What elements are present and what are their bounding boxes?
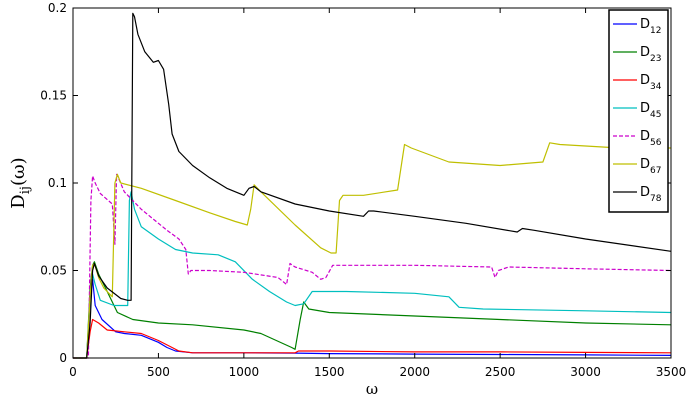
legend-label-d45: D45 [640, 101, 661, 120]
series-line-d34 [73, 318, 672, 359]
legend-box [608, 9, 669, 213]
y-tick-label: 0.1 [48, 176, 67, 190]
series-line-d56 [73, 173, 672, 359]
legend-label-d23: D23 [640, 45, 661, 64]
plot-area [73, 8, 671, 358]
series-line-d23 [73, 261, 672, 359]
ticks-layer [72, 7, 672, 359]
legend-label-d78: D78 [640, 185, 662, 204]
x-tick-label: 2500 [485, 365, 516, 379]
y-tick-label: 0 [59, 351, 67, 365]
y-tick-label: 0.05 [40, 264, 67, 278]
legend-label-d56: D56 [640, 129, 662, 148]
legend: D12 D23 D34 D45 D56 D67 D78 [608, 9, 669, 213]
series-line-d45 [73, 191, 672, 359]
series-layer [73, 12, 672, 359]
x-tick-label: 0 [69, 365, 77, 379]
x-axis-label: ω [366, 380, 378, 396]
series-line-d12 [73, 278, 672, 359]
tick-labels-layer: 0 500 1000 1500 2000 2500 3000 3500 0 0.05 0.1 0.15… [40, 1, 686, 379]
y-tick-label: 0.2 [48, 1, 67, 15]
legend-label-d34: D34 [640, 73, 662, 92]
x-tick-label: 1500 [314, 365, 345, 379]
legend-label-d12: D12 [640, 17, 661, 36]
x-tick-label: 1000 [229, 365, 260, 379]
x-tick-label: 3000 [570, 365, 601, 379]
x-tick-label: 500 [147, 365, 170, 379]
y-tick-label: 0.15 [40, 89, 67, 103]
x-tick-label: 3500 [656, 365, 687, 379]
legend-label-d67: D67 [640, 157, 661, 176]
x-tick-label: 2000 [399, 365, 430, 379]
series-line-d78 [73, 12, 672, 359]
y-axis-label: Dij(ω) [8, 157, 33, 208]
series-line-d67 [73, 142, 671, 359]
